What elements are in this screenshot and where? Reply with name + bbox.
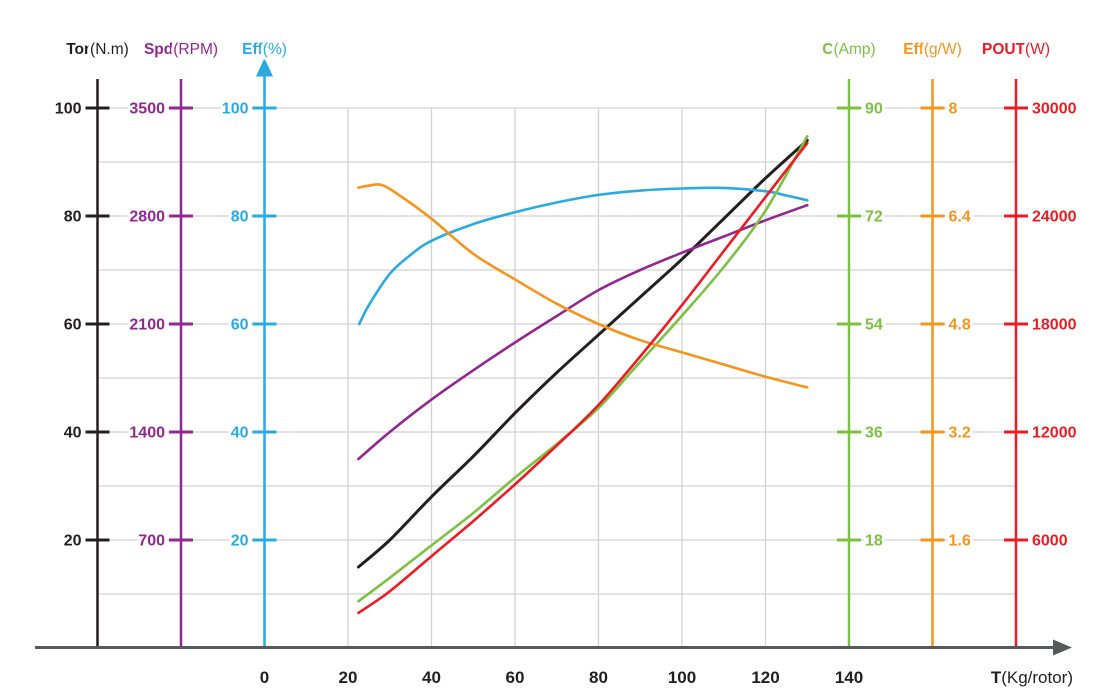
axis-effpct-tick-label: 80: [231, 209, 249, 226]
axis-effpct-tick-label: 40: [231, 425, 249, 442]
axis-spd-tick-label: 1400: [129, 425, 165, 442]
axis-c-title: C(Amp): [822, 41, 875, 58]
axis-c-tick-label: 72: [865, 209, 883, 226]
x-tick-label: 80: [589, 668, 608, 687]
x-tick-label: 40: [422, 668, 441, 687]
curve-effgw: [357, 183, 809, 389]
axis-effpct-tick-label: 20: [231, 533, 249, 550]
axis-effgw-tick-label: 8: [949, 101, 958, 118]
x-axis-arrow-icon: [1053, 639, 1072, 656]
axis-tor-tick-label: 60: [64, 317, 82, 334]
axis-c-tick-label: 18: [865, 533, 883, 550]
axis-pout-tick-label: 18000: [1032, 317, 1077, 334]
axis-tor-tick-label: 80: [64, 209, 82, 226]
x-tick-label: 0: [260, 668, 269, 687]
axis-c-tick-label: 54: [865, 317, 883, 334]
axis-pout-tick-label: 24000: [1032, 209, 1077, 226]
axis-c-tick-label: 36: [865, 425, 883, 442]
gridlines: [97, 107, 1016, 648]
axes: [35, 58, 1072, 656]
axis-pout-title: POUT(W): [982, 41, 1050, 58]
x-tick-label: 60: [506, 668, 525, 687]
axis-tor-tick-label: 40: [64, 425, 82, 442]
labels: 10080604020Tor(N.m)3500280021001400700Sp…: [52, 38, 1080, 687]
axis-effgw-tick-label: 4.8: [949, 317, 971, 334]
axis-effgw-tick-label: 3.2: [949, 425, 971, 442]
curve-effpct: [357, 186, 809, 326]
axis-pout-tick-label: 12000: [1032, 425, 1077, 442]
curves: [356, 134, 809, 615]
axis-tor-tick-label: 20: [64, 533, 82, 550]
x-tick-label: 120: [751, 668, 779, 687]
axis-spd-tick-label: 700: [138, 533, 165, 550]
curve-spd: [357, 203, 809, 461]
curve-tor: [356, 138, 809, 569]
axis-effgw-title: Eff(g/W): [903, 41, 962, 58]
axis-tor-tick-label: 100: [55, 101, 82, 118]
axis-c-tick-label: 90: [865, 101, 883, 118]
axis-pout-tick-label: 6000: [1032, 533, 1068, 550]
axis-effgw-tick-label: 1.6: [949, 533, 971, 550]
axis-spd-tick-label: 2800: [129, 209, 165, 226]
axis-effpct-tick-label: 100: [222, 101, 249, 118]
axis-spd-tick-label: 2100: [129, 317, 165, 334]
axis-tor-title: Tor(N.m): [66, 41, 129, 58]
x-tick-label: 140: [835, 668, 863, 687]
curve-c: [357, 134, 809, 603]
effpct-axis-arrow-icon: [256, 58, 273, 77]
axis-spd-title: Spd(RPM): [144, 41, 218, 58]
axis-effpct-tick-label: 60: [231, 317, 249, 334]
curve-pout: [357, 141, 809, 615]
x-tick-label: 20: [339, 668, 358, 687]
axis-effpct-title: Eff(%): [242, 41, 287, 58]
axis-effgw-tick-label: 6.4: [949, 209, 971, 226]
x-axis-title: T(Kg/rotor): [991, 668, 1073, 687]
axis-spd-tick-label: 3500: [129, 101, 165, 118]
x-tick-label: 100: [668, 668, 696, 687]
axis-pout-tick-label: 30000: [1032, 101, 1077, 118]
